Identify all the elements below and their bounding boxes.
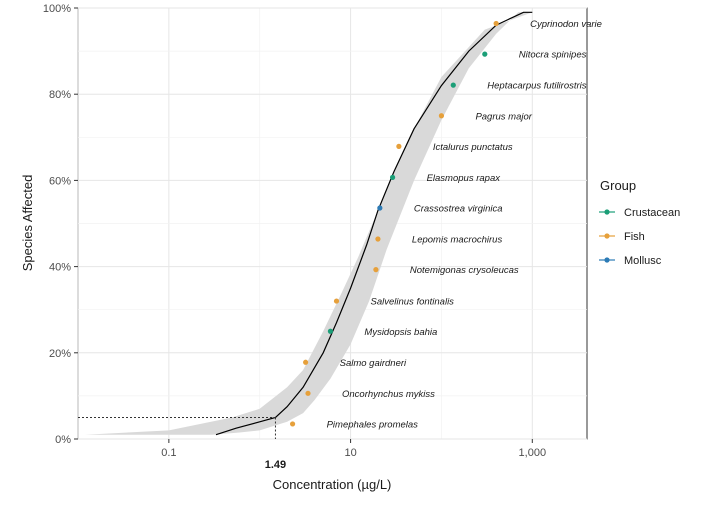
legend-key-point — [604, 233, 610, 239]
species-point — [373, 267, 379, 273]
species-point — [396, 143, 402, 149]
y-tick-label: 40% — [49, 262, 71, 274]
species-label: Crassostrea virginica — [414, 203, 503, 214]
species-label: Cyprinodon varie — [530, 19, 602, 30]
species-label: Notemigonas crysoleucas — [410, 265, 519, 276]
species-labels: Pimephales promelas Oncorhynchus mykiss Sa… — [327, 19, 602, 430]
species-point — [375, 236, 381, 242]
species-point — [333, 298, 340, 304]
y-tick-label: 60% — [49, 175, 71, 187]
species-point — [493, 20, 499, 27]
legend-key-point — [604, 209, 610, 215]
legend: Group Crustacean Fish Mollusc — [599, 178, 680, 267]
species-label: Oncorhynchus mykiss — [342, 389, 435, 400]
species-label: Salvelinus fontinalis — [371, 297, 455, 308]
y-tick-label: 80% — [49, 89, 71, 101]
hazard-concentration-guide: 1.49 — [78, 416, 286, 471]
species-point — [377, 205, 383, 211]
species-point — [438, 113, 445, 119]
species-label: Heptacarpus futilirostris — [487, 81, 587, 92]
legend-key-point — [604, 257, 610, 263]
fitted-ssd-curve — [215, 11, 533, 436]
x-tick-label: 10 — [344, 447, 356, 459]
species-point — [450, 82, 456, 88]
species-point — [305, 390, 311, 396]
species-point — [303, 359, 309, 365]
legend-entry-label: Mollusc — [624, 255, 662, 267]
species-label: Pagrus major — [475, 111, 532, 122]
species-label: Lepomis macrochirus — [412, 235, 503, 246]
confidence-band — [85, 12, 576, 435]
species-points — [289, 20, 499, 427]
x-tick-label: 1,000 — [519, 447, 547, 459]
y-tick-label: 20% — [49, 348, 71, 360]
species-label: Elasmopus rapax — [427, 173, 502, 184]
species-label: Mysidopsis bahia — [364, 327, 437, 338]
x-axis-title: Concentration (µg/L) — [273, 477, 392, 492]
species-point — [327, 328, 334, 334]
y-axis-title: Species Affected — [20, 175, 35, 272]
species-label: Pimephales promelas — [327, 419, 419, 430]
hc-value-label: 1.49 — [265, 459, 286, 471]
species-point — [289, 421, 296, 427]
species-label: Nitocra spinipes — [519, 50, 587, 61]
legend-entry-label: Crustacean — [624, 207, 680, 219]
species-point — [389, 174, 396, 180]
y-tick-label: 100% — [43, 3, 71, 15]
y-axis: 0% 20% 40% 60% 80% 100% — [43, 3, 78, 446]
legend-title: Group — [600, 178, 636, 193]
x-tick-label: 0.1 — [161, 447, 176, 459]
x-axis: 0.1 10 1,000 — [161, 439, 546, 459]
species-label: Salmo gairdneri — [340, 358, 407, 369]
species-point — [482, 51, 488, 57]
species-label: Ictalurus punctatus — [433, 142, 513, 153]
legend-entry-label: Fish — [624, 231, 645, 243]
y-tick-label: 0% — [55, 434, 71, 446]
